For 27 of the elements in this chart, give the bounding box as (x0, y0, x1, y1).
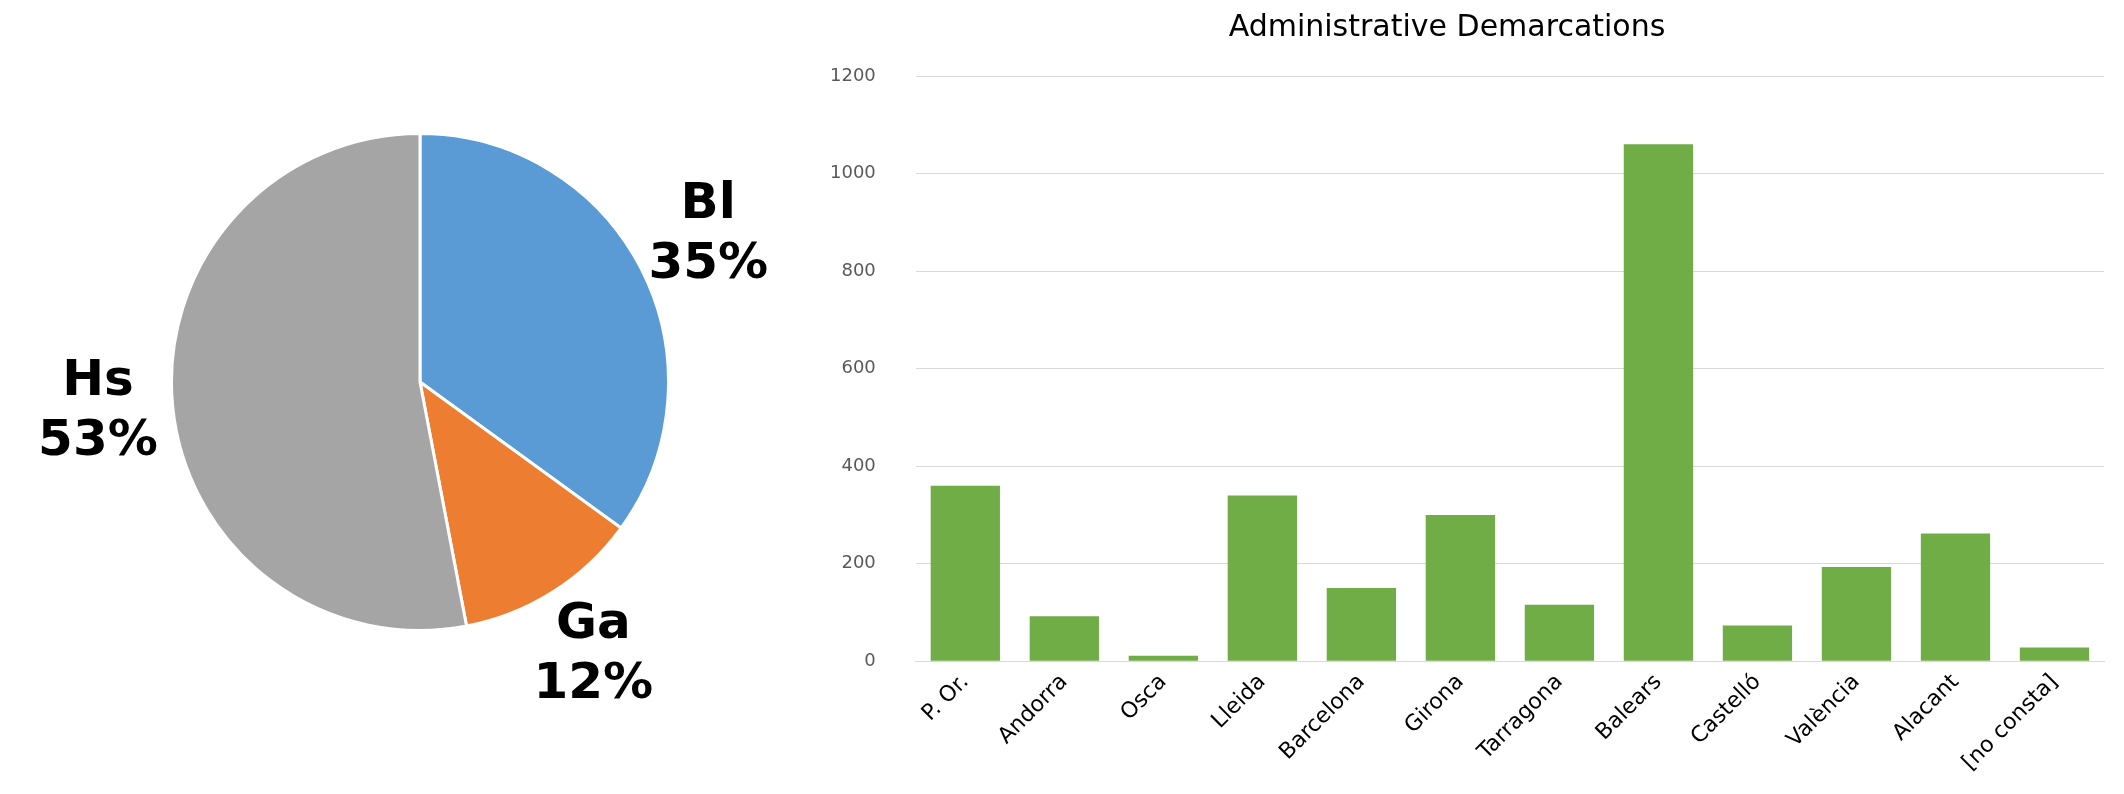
bar (1029, 616, 1099, 661)
slice-label: Ga (555, 592, 631, 651)
y-tick-label: 600 (841, 356, 876, 378)
bar (1722, 625, 1793, 661)
x-tick-label: P. Or. (916, 668, 973, 726)
data-label: 53% (38, 409, 158, 468)
data-label: 35% (648, 232, 769, 291)
bar (1821, 567, 1892, 661)
y-tick-label: 400 (841, 453, 876, 475)
y-tick-label: 0 (864, 648, 876, 670)
slice-label: Hs (62, 349, 134, 408)
bar (1425, 514, 1496, 661)
bar (2019, 647, 2090, 661)
bar (1623, 144, 1694, 661)
bar (1326, 588, 1397, 661)
slice-label: Bl (680, 172, 736, 231)
bar (930, 485, 1000, 661)
y-tick-label: 800 (841, 258, 876, 280)
chart-title: Administrative Demarcations (1228, 7, 1666, 43)
bar (1524, 604, 1595, 661)
y-tick-label: 1000 (830, 161, 876, 183)
y-tick-label: 1200 (830, 63, 876, 85)
y-tick-label: 200 (841, 551, 876, 573)
bar (1128, 655, 1198, 661)
bar (1920, 533, 1991, 661)
bar (1227, 495, 1298, 661)
data-label: 12% (533, 652, 654, 711)
